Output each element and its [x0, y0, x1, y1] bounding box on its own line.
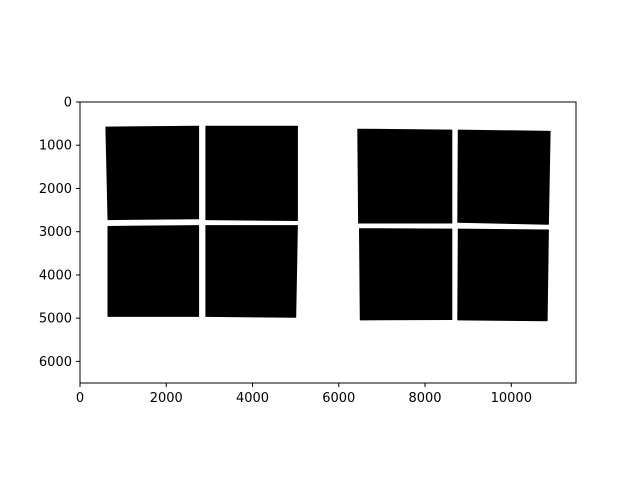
x-tick-label: 10000 — [491, 391, 532, 406]
y-tick-label: 0 — [64, 96, 72, 111]
region-right-2 — [457, 129, 551, 225]
region-right-1 — [357, 128, 453, 224]
y-axis: 0 1000 2000 3000 4000 5000 6000 — [39, 96, 80, 370]
x-tick-label: 2000 — [150, 391, 183, 406]
y-tick-label: 5000 — [39, 312, 72, 327]
y-tick-label: 2000 — [39, 182, 72, 197]
region-left-3 — [107, 225, 200, 317]
y-tick-label: 4000 — [39, 268, 72, 283]
region-right-3 — [359, 228, 453, 321]
y-tick-label: 1000 — [39, 139, 72, 154]
plot-frame — [79, 101, 577, 384]
x-axis: 0 2000 4000 6000 8000 10000 — [76, 383, 532, 406]
y-tick-label: 6000 — [39, 355, 72, 370]
region-left-2 — [205, 125, 298, 221]
x-tick-label: 6000 — [322, 391, 355, 406]
region-left-4 — [205, 225, 298, 318]
x-tick-label: 4000 — [236, 391, 269, 406]
x-tick-label: 0 — [76, 391, 84, 406]
x-tick-label: 8000 — [408, 391, 441, 406]
region-right-4 — [457, 228, 549, 322]
y-tick-label: 3000 — [39, 225, 72, 240]
region-left-1 — [105, 125, 200, 221]
image-regions — [105, 125, 551, 322]
